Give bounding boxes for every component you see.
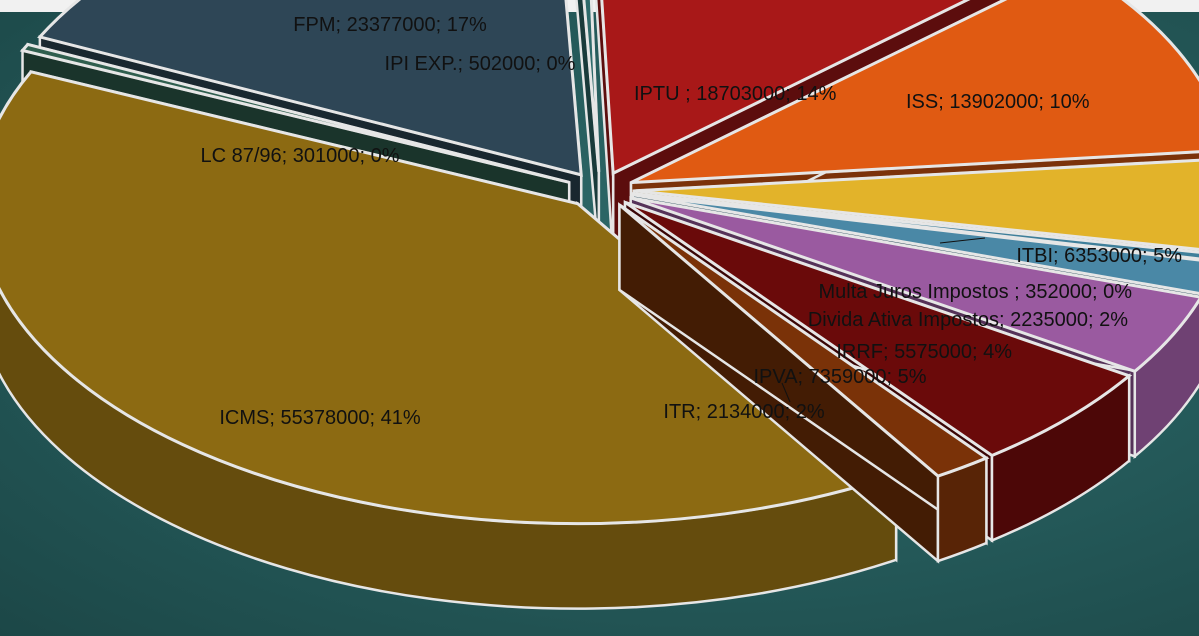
slice-top-divida-ativa-impostos bbox=[632, 193, 1199, 295]
data-label-ipi-exp: IPI EXP.; 502000; 0% bbox=[385, 53, 576, 75]
slice-top-ipva bbox=[624, 200, 1133, 458]
data-label-ipva: IPVA; 7359000; 5% bbox=[753, 366, 926, 388]
slice-top-fpm bbox=[37, 0, 583, 177]
data-label-divida-ativa-impostos: Divida Ativa Impostos; 2235000; 2% bbox=[808, 309, 1128, 331]
slice-top-itr bbox=[618, 203, 990, 478]
data-label-itbi: ITBI; 6353000; 5% bbox=[1016, 245, 1182, 267]
data-label-lc-87-96: LC 87/96; 301000; 0% bbox=[200, 145, 399, 167]
slice-top-iss bbox=[630, 0, 1199, 185]
data-label-itr: ITR; 2134000; 2% bbox=[663, 401, 824, 423]
data-label-iptu: IPTU ; 18703000; 14% bbox=[634, 83, 837, 105]
slice-top-lc-87-96 bbox=[19, 42, 570, 184]
data-label-multa-juros-impostos: Multa Juros Impostos ; 352000; 0% bbox=[819, 281, 1133, 303]
itbi-leader-line bbox=[939, 237, 986, 244]
slice-itr bbox=[618, 202, 990, 564]
slice-top-ipi-exp bbox=[582, 0, 601, 173]
data-label-fpm: FPM; 23377000; 17% bbox=[293, 14, 487, 36]
slice-top-itbi bbox=[633, 158, 1199, 251]
slice-top-iptu bbox=[600, 0, 971, 176]
slice-wall-iptu bbox=[594, 0, 615, 259]
slice-top-icms bbox=[0, 70, 900, 526]
slice-top-irrf bbox=[630, 196, 1199, 374]
data-label-icms: ICMS; 55378000; 41% bbox=[219, 407, 420, 429]
data-label-irrf: IRRF; 5575000; 4% bbox=[836, 341, 1012, 363]
ipva-leader-line bbox=[781, 382, 791, 403]
data-label-iss: ISS; 13902000; 10% bbox=[906, 91, 1090, 113]
